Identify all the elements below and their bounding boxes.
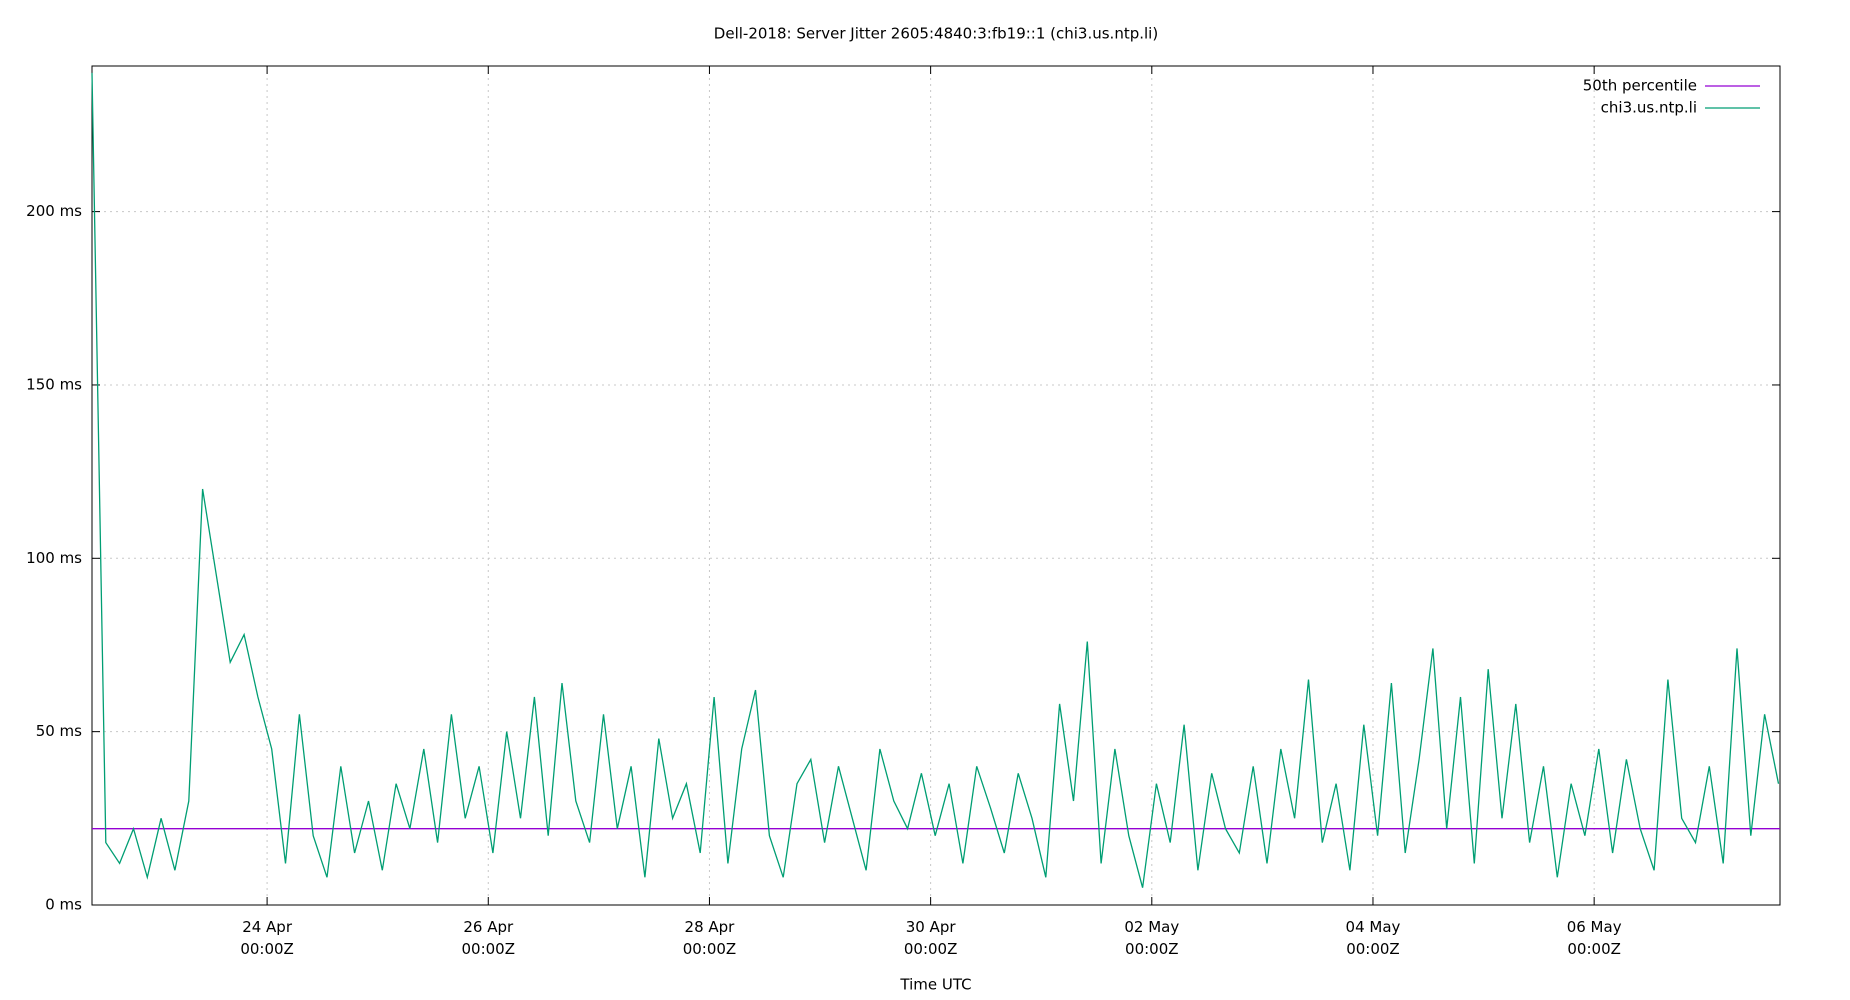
x-tick-label: 06 May 00:00Z: [1567, 918, 1622, 958]
y-tick-label: 150 ms: [26, 375, 82, 393]
x-tick-label: 26 Apr 00:00Z: [462, 918, 516, 958]
x-tick-label: 24 Apr 00:00Z: [240, 918, 294, 958]
chart-title: Dell-2018: Server Jitter 2605:4840:3:fb1…: [714, 25, 1158, 43]
y-tick-label: 100 ms: [26, 549, 82, 567]
y-tick-label: 50 ms: [36, 722, 82, 740]
legend-label: 50th percentile: [1583, 77, 1697, 95]
x-tick-label: 28 Apr 00:00Z: [683, 918, 737, 958]
x-tick-label: 30 Apr 00:00Z: [904, 918, 958, 958]
y-tick-label: 0 ms: [45, 896, 82, 914]
plot-frame: [91, 65, 1781, 906]
x-axis-label: Time UTC: [899, 976, 971, 994]
x-tick-label: 02 May 00:00Z: [1124, 918, 1179, 958]
legend-label: chi3.us.ntp.li: [1601, 99, 1697, 117]
x-tick-label: 04 May 00:00Z: [1346, 918, 1401, 958]
y-tick-label: 200 ms: [26, 202, 82, 220]
series-line: [91, 72, 1780, 888]
